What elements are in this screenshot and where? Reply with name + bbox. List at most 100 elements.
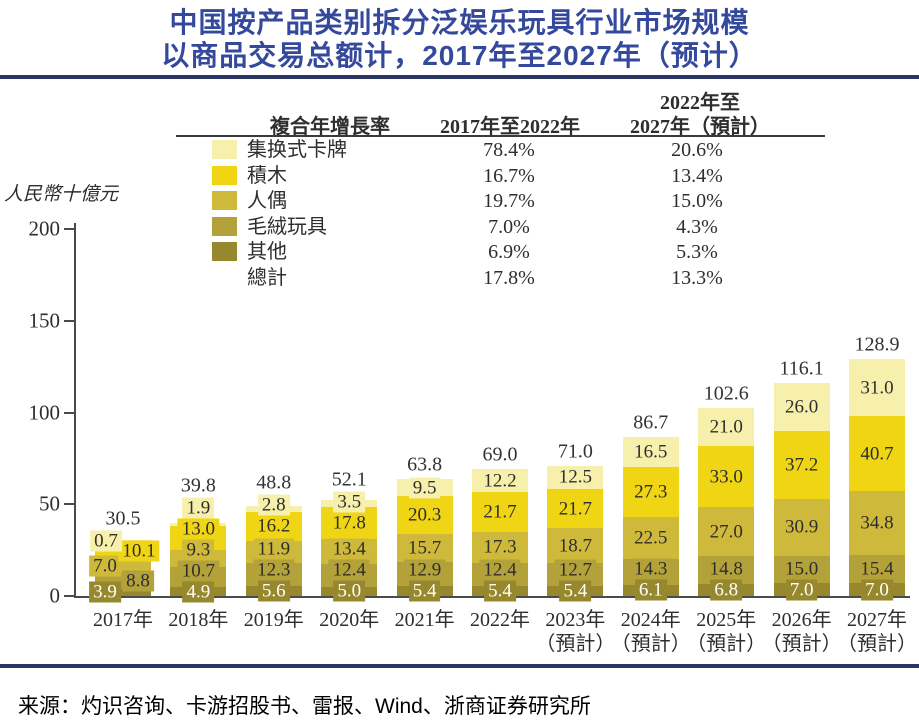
legend-label: 積木 [247,164,287,187]
source-note: 来源：灼识咨询、卡游招股书、雷报、Wind、浙商证券研究所 [18,695,591,718]
x-axis-forecast-note: （預計） [535,633,616,655]
cagr-value-2017-2022: 19.7% [483,190,535,213]
x-axis-category-label: 2025年 （預計） [671,608,781,656]
x-axis-forecast-note: （預計） [610,633,691,655]
x-axis-category-label: 2022年 [445,608,555,632]
bar-total-value: 102.6 [703,382,749,405]
bar-segment-value: 17.3 [479,536,521,558]
bar-segment-value: 12.4 [328,559,370,581]
legend-label: 總計 [247,267,287,289]
cagr-row: 集换式卡牌 78.4% 20.6% [0,137,919,163]
cagr-row: 人偶 19.7% 15.0% [0,188,919,214]
legend-swatch [212,216,237,236]
x-axis-category-label: 2019年 [219,608,329,632]
x-axis-forecast-note: （預計） [686,633,767,655]
cagr-value-2022-2027: 13.4% [671,164,723,187]
x-axis-category-label: 2026年 （預計） [747,608,857,656]
cagr-col-growth: 複合年增長率 [270,116,390,138]
x-axis-category-label: 2024年 （預計） [596,608,706,656]
bar-segment-value: 10.7 [177,560,220,581]
bar-segment-value: 5.4 [484,580,516,602]
bar-segment-value: 15.7 [403,537,446,559]
bar-segment-value: 34.8 [856,512,898,534]
cagr-value-2022-2027: 5.3% [676,241,718,264]
bar-segment-value: 5.4 [559,580,592,602]
y-axis-tick-label: 50 [39,491,60,516]
cagr-value-2017-2022: 16.7% [483,164,535,187]
legend-label: 其他 [247,241,287,264]
bar-segment-value: 12.7 [554,559,597,581]
x-axis-forecast-note: （預計） [761,633,842,655]
y-axis-tick-label: 150 [28,308,61,333]
x-axis-year: 2024年 [620,609,681,631]
bar-segment-value: 6.1 [634,579,667,601]
bar-segment-value: 10.1 [118,540,160,562]
bar-segment-其他 [95,588,151,596]
bar-segment-value: 15.0 [780,558,823,580]
chart-title-line2: 以商品交易总额计，2017年至2027年（预计） [161,40,758,71]
chart-title-line1: 中国按产品类别拆分泛娱乐玩具行业市场规模 [169,7,750,38]
cagr-row: 積木 16.7% 13.4% [0,163,919,189]
bar-segment-value: 14.3 [630,558,672,580]
legend-label: 人偶 [247,190,287,213]
bar-segment-value: 21.7 [479,501,521,523]
bar-segment-value: 33.0 [705,466,747,488]
cagr-row: 毛絨玩具 7.0% 4.3% [0,214,919,240]
bar-segment-value: 4.9 [182,581,215,602]
bar-segment-value: 6.8 [710,579,743,601]
bar-segment-value: 5.0 [333,580,366,602]
x-axis-category-label: 2018年 [143,608,253,632]
bar-segment-value: 14.8 [705,558,747,580]
bar-segment-value: 1.9 [182,497,215,518]
y-axis-line [74,223,76,598]
bottom-divider [0,664,919,668]
bar-segment-value: 21.7 [554,498,597,520]
cagr-col-period2-line2: 2027年（預計） [630,116,770,138]
y-axis-tick-label: 0 [49,583,61,608]
legend-swatch [212,140,237,159]
x-axis-category-label: 2020年 [294,608,404,632]
x-axis-forecast-note: （預計） [837,633,917,655]
x-axis-year: 2018年 [168,609,229,631]
bar-total-value: 69.0 [482,443,518,466]
bar-segment-value: 5.4 [408,580,441,602]
y-axis-tick-label: 200 [28,216,61,241]
bar-segment-value: 0.7 [90,530,122,552]
x-axis-category-label: 2017年 [68,608,178,632]
y-axis-tick [64,319,74,322]
cagr-row: 總計 17.8% 13.3% [0,265,919,291]
bar-segment-value: 12.2 [479,470,521,492]
y-axis-tick [64,503,74,506]
top-divider [0,75,919,79]
bar-segment-value: 7.0 [89,555,121,577]
bar-segment-value: 8.8 [122,570,154,592]
bar-segment-value: 12.4 [479,559,521,581]
x-axis-year: 2017年 [93,609,153,631]
bar-segment-value: 15.4 [856,558,898,580]
bar-segment-value: 27.0 [705,521,747,543]
x-axis-year: 2025年 [696,609,757,631]
bar-segment-value: 21.0 [705,416,747,438]
bar-segment-value: 12.9 [403,559,446,581]
x-axis-category-label: 2027年 （預計） [822,608,919,656]
x-axis-category-label: 2023年 （預計） [520,608,630,656]
bar-segment-value: 22.5 [630,527,672,549]
bar-segment-value: 9.3 [182,539,215,560]
bar-segment-value: 18.7 [554,535,597,557]
cagr-value-2022-2027: 13.3% [671,267,723,289]
bar-segment-value: 9.5 [408,477,441,499]
bar-total-value: 128.9 [854,333,900,356]
cagr-col-period2-line1: 2022年至 [660,92,740,114]
y-axis-tick-label: 100 [28,400,61,424]
legend-swatch [212,165,237,185]
bar-segment-value: 12.3 [253,559,295,581]
bar-segment-value: 3.5 [333,491,366,513]
bar-segment-value: 7.0 [861,579,893,601]
cagr-col-period1: 2017年至2022年 [440,116,580,138]
bar-segment-value: 27.3 [630,481,672,503]
bar-segment-value: 31.0 [856,377,898,399]
cagr-value-2017-2022: 6.9% [488,241,530,264]
y-axis-tick [64,595,74,597]
legend-label: 集换式卡牌 [247,139,347,161]
bar-segment-value: 20.3 [403,504,446,526]
